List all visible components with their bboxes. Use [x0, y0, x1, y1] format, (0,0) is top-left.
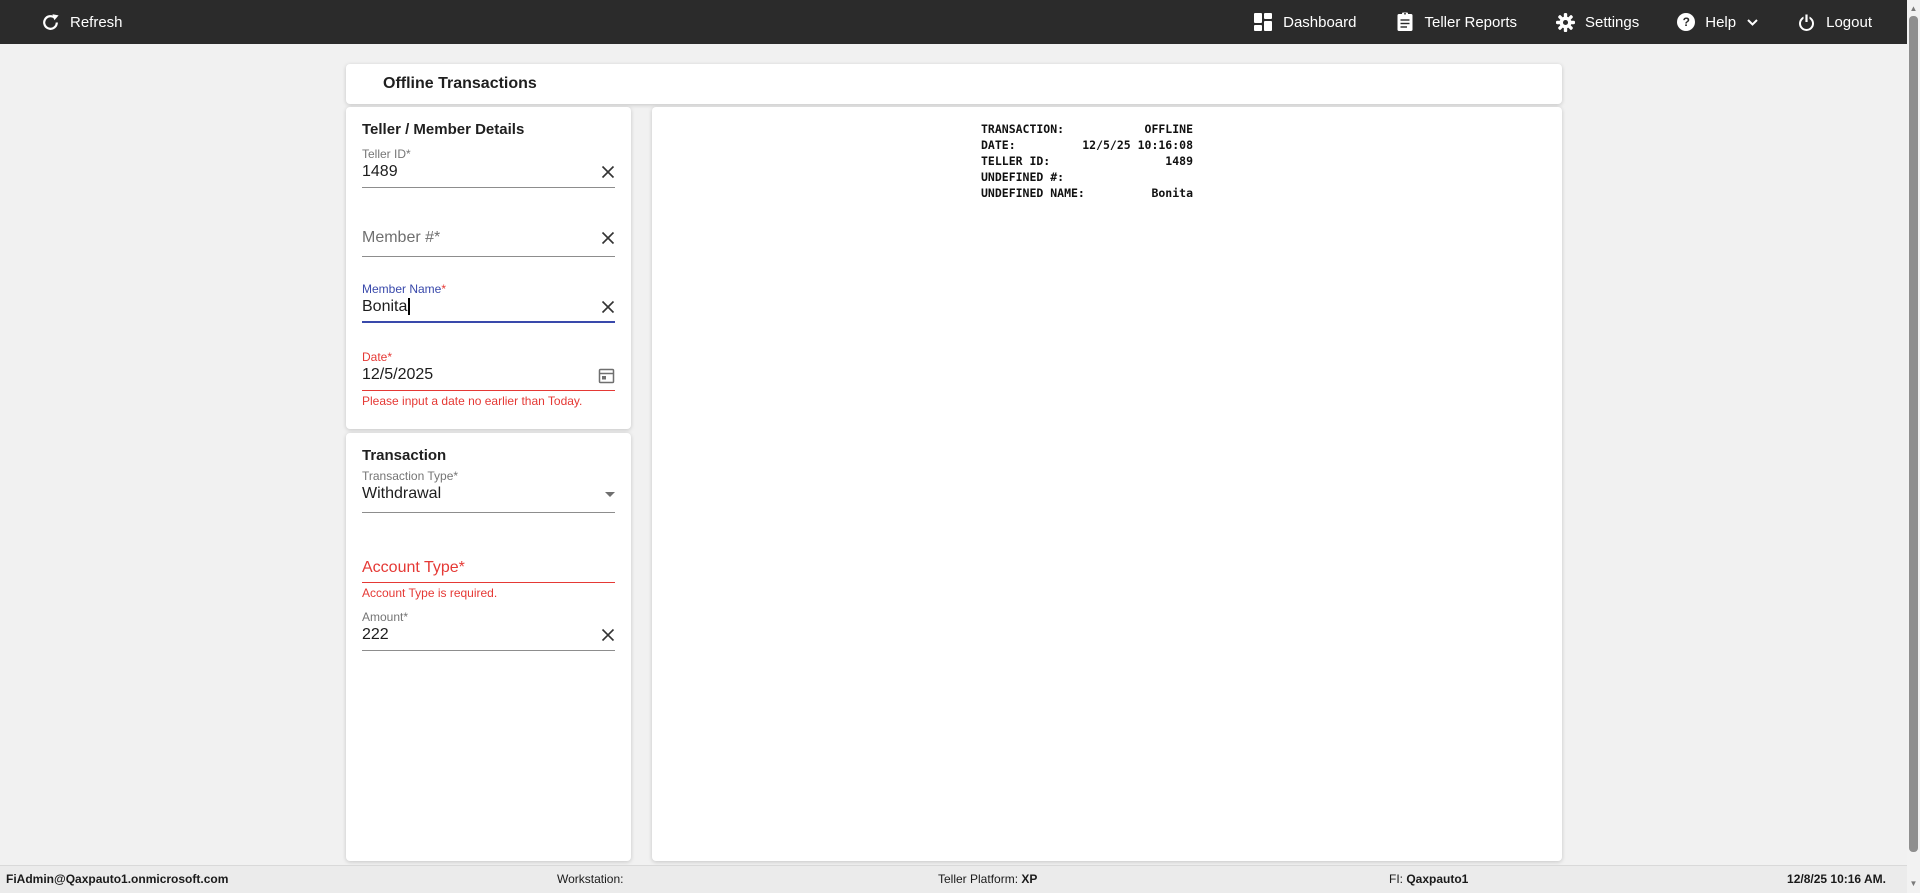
- refresh-label: Refresh: [70, 13, 123, 31]
- amount-label: Amount*: [362, 610, 409, 624]
- member-number-field[interactable]: Member #*: [362, 227, 615, 257]
- status-datetime: 12/8/25 10:16 AM.: [1787, 872, 1886, 886]
- top-nav: Refresh Dashboard: [0, 0, 1920, 44]
- calendar-icon[interactable]: [598, 367, 615, 384]
- member-number-placeholder[interactable]: Member #*: [362, 229, 441, 246]
- help-icon: ?: [1677, 13, 1696, 31]
- scroll-down-icon[interactable]: ▼: [1909, 879, 1918, 888]
- transaction-heading: Transaction: [362, 447, 447, 464]
- date-field[interactable]: Date* 12/5/2025 Please input a date no e…: [362, 350, 615, 408]
- clipboard-icon: [1395, 12, 1415, 32]
- nav-logout[interactable]: Logout: [1796, 12, 1872, 32]
- receipt-line: DATE: 12/5/25 10:16:08: [981, 138, 1193, 152]
- clear-icon[interactable]: [601, 231, 615, 245]
- status-workstation: Workstation:: [557, 872, 624, 886]
- scrollbar-thumb[interactable]: [1909, 16, 1918, 852]
- text-cursor: [408, 298, 410, 316]
- nav-teller-reports-label: Teller Reports: [1424, 13, 1518, 31]
- member-name-label: Member Name: [362, 282, 442, 296]
- vertical-scrollbar[interactable]: ▲ ▼: [1907, 0, 1920, 893]
- refresh-button[interactable]: Refresh: [40, 12, 123, 32]
- transaction-type-label: Transaction Type*: [362, 469, 459, 483]
- nav-settings[interactable]: Settings: [1555, 12, 1639, 32]
- dropdown-arrow-icon[interactable]: [605, 491, 615, 497]
- nav-right-group: Dashboard Teller Reports: [1253, 12, 1872, 32]
- chevron-down-icon: [1746, 12, 1758, 32]
- required-asterisk: *: [441, 282, 447, 296]
- amount-field[interactable]: Amount* 222: [362, 610, 615, 651]
- date-error: Please input a date no earlier than Toda…: [362, 394, 583, 408]
- receipt-preview: TRANSACTION: OFFLINE DATE: 12/5/25 10:16:0…: [981, 121, 1193, 201]
- nav-settings-label: Settings: [1585, 13, 1640, 31]
- teller-id-field[interactable]: Teller ID* 1489: [362, 147, 615, 188]
- transaction-type-field[interactable]: Transaction Type* Withdrawal: [362, 469, 615, 513]
- page-title: Offline Transactions: [383, 75, 537, 92]
- member-name-field[interactable]: Member Name* Bonita: [362, 282, 615, 323]
- date-value[interactable]: 12/5/2025: [362, 366, 434, 383]
- nav-teller-reports[interactable]: Teller Reports: [1395, 12, 1518, 32]
- status-fi: FI: Qaxpauto1: [1389, 872, 1469, 886]
- receipt-panel: TRANSACTION: OFFLINE DATE: 12/5/25 10:16:0…: [652, 107, 1562, 861]
- account-type-placeholder[interactable]: Account Type*: [362, 559, 465, 576]
- details-heading: Teller / Member Details: [362, 121, 525, 138]
- receipt-line: UNDEFINED #:: [981, 170, 1065, 184]
- power-icon: [1796, 12, 1816, 32]
- status-user: FiAdmin@Qaxpauto1.onmicrosoft.com: [6, 872, 229, 886]
- page-header-card: Offline Transactions: [346, 64, 1562, 104]
- scroll-up-icon[interactable]: ▲: [1909, 4, 1918, 13]
- clear-icon[interactable]: [601, 628, 615, 642]
- dashboard-icon: [1253, 12, 1273, 32]
- gear-icon: [1555, 12, 1575, 32]
- amount-value[interactable]: 222: [362, 626, 389, 643]
- receipt-line: UNDEFINED NAME: Bonita: [981, 186, 1193, 200]
- transaction-panel: Transaction Transaction Type* Withdrawal…: [346, 433, 631, 861]
- transaction-type-value[interactable]: Withdrawal: [362, 485, 442, 502]
- member-name-value[interactable]: Bonita: [362, 298, 410, 316]
- account-type-field[interactable]: Account Type* Account Type is required.: [362, 557, 615, 600]
- nav-dashboard[interactable]: Dashboard: [1253, 12, 1357, 32]
- receipt-line: TELLER ID: 1489: [981, 154, 1193, 168]
- teller-id-label: Teller ID*: [362, 147, 411, 161]
- clear-icon[interactable]: [601, 300, 615, 314]
- clear-icon[interactable]: [601, 165, 615, 179]
- status-bar: FiAdmin@Qaxpauto1.onmicrosoft.com Workst…: [0, 865, 1920, 893]
- teller-member-details-panel: Teller / Member Details Teller ID* 1489 …: [346, 107, 631, 429]
- nav-logout-label: Logout: [1826, 13, 1872, 31]
- status-teller-platform: Teller Platform: XP: [938, 872, 1038, 886]
- receipt-line: TRANSACTION: OFFLINE: [981, 122, 1193, 136]
- account-type-error: Account Type is required.: [362, 586, 498, 600]
- date-label: Date*: [362, 350, 393, 364]
- nav-help[interactable]: ? Help: [1677, 12, 1758, 32]
- teller-id-value[interactable]: 1489: [362, 163, 398, 180]
- nav-help-label: Help: [1705, 13, 1737, 31]
- nav-dashboard-label: Dashboard: [1283, 13, 1357, 31]
- refresh-icon: [40, 12, 60, 32]
